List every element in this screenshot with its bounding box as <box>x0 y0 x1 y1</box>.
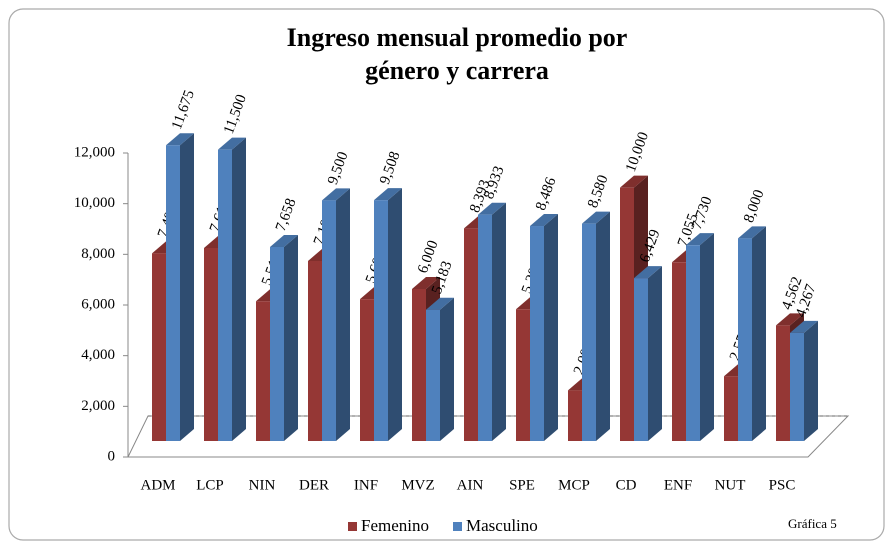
bar <box>360 299 374 441</box>
bar-top <box>738 226 766 239</box>
bar-top <box>478 202 506 215</box>
bar <box>426 309 440 441</box>
x-tick-label: INF <box>354 477 378 493</box>
bar <box>322 200 336 441</box>
bar-top <box>426 297 454 310</box>
bar <box>374 200 388 441</box>
bar-side <box>544 214 558 441</box>
bar-side <box>336 188 350 441</box>
bar-side <box>700 233 714 441</box>
bar <box>204 247 218 441</box>
bar-top <box>790 320 818 333</box>
x-tick-label: ADM <box>140 477 175 493</box>
x-tick-label: CD <box>616 477 637 493</box>
x-tick-label: MCP <box>558 477 590 493</box>
bar <box>620 187 634 441</box>
bar <box>634 278 648 441</box>
y-tick-label: 0 <box>108 448 116 464</box>
x-tick-label: NUT <box>715 477 746 493</box>
bar <box>516 309 530 441</box>
bar <box>738 238 752 441</box>
legend-swatch <box>348 522 357 531</box>
bar <box>152 253 166 441</box>
bar <box>582 223 596 441</box>
x-tick-label: NIN <box>249 477 276 493</box>
bar-side <box>284 234 298 441</box>
bar <box>256 301 270 441</box>
legend-label: Masculino <box>466 516 538 535</box>
bar-top <box>374 188 402 201</box>
y-tick-label: 2,000 <box>81 398 115 414</box>
bar-side <box>440 297 454 441</box>
bar <box>686 245 700 441</box>
chart-title: género y carrera <box>365 56 549 85</box>
x-tick-label: LCP <box>196 477 224 493</box>
legend-label: Femenino <box>361 516 429 535</box>
annotation: Gráfica 5 <box>788 516 837 531</box>
bar-top <box>166 133 194 146</box>
bar-side <box>232 137 246 441</box>
bar <box>776 325 790 441</box>
bar-top <box>620 175 648 188</box>
bar <box>270 246 284 441</box>
bar <box>790 332 804 441</box>
y-tick-label: 12,000 <box>74 144 115 160</box>
bar-side <box>804 320 818 441</box>
bar-top <box>686 233 714 246</box>
bar <box>464 228 478 441</box>
bar-top <box>582 211 610 224</box>
x-tick-label: AIN <box>457 477 484 493</box>
bar <box>672 262 686 441</box>
bar-side <box>388 188 402 441</box>
y-tick-label: 6,000 <box>81 296 115 312</box>
bar-side <box>596 211 610 441</box>
chart-title: Ingreso mensual promedio por <box>287 23 628 52</box>
bar-top <box>270 234 298 247</box>
bar-side <box>180 133 194 441</box>
bar-side <box>492 202 506 441</box>
bar <box>412 289 426 441</box>
bar-side <box>752 226 766 441</box>
bar <box>568 390 582 441</box>
bar-top <box>530 214 558 227</box>
legend-swatch <box>453 522 462 531</box>
bar-top <box>218 137 246 150</box>
y-tick-label: 4,000 <box>81 347 115 363</box>
x-tick-label: ENF <box>664 477 692 493</box>
bar <box>724 376 738 441</box>
x-tick-label: PSC <box>769 477 796 493</box>
bar <box>478 214 492 441</box>
bar <box>530 226 544 441</box>
x-tick-label: DER <box>299 477 329 493</box>
bar-side <box>648 266 662 441</box>
bar-top <box>322 188 350 201</box>
bar-top <box>776 313 804 326</box>
bar-top <box>412 277 440 289</box>
y-tick-label: 10,000 <box>74 195 115 211</box>
x-tick-label: SPE <box>509 477 535 493</box>
x-tick-label: MVZ <box>401 477 434 493</box>
bar <box>166 145 180 441</box>
bar <box>218 149 232 441</box>
bar <box>308 260 322 441</box>
y-tick-label: 8,000 <box>81 246 115 262</box>
bar-top <box>634 266 662 279</box>
